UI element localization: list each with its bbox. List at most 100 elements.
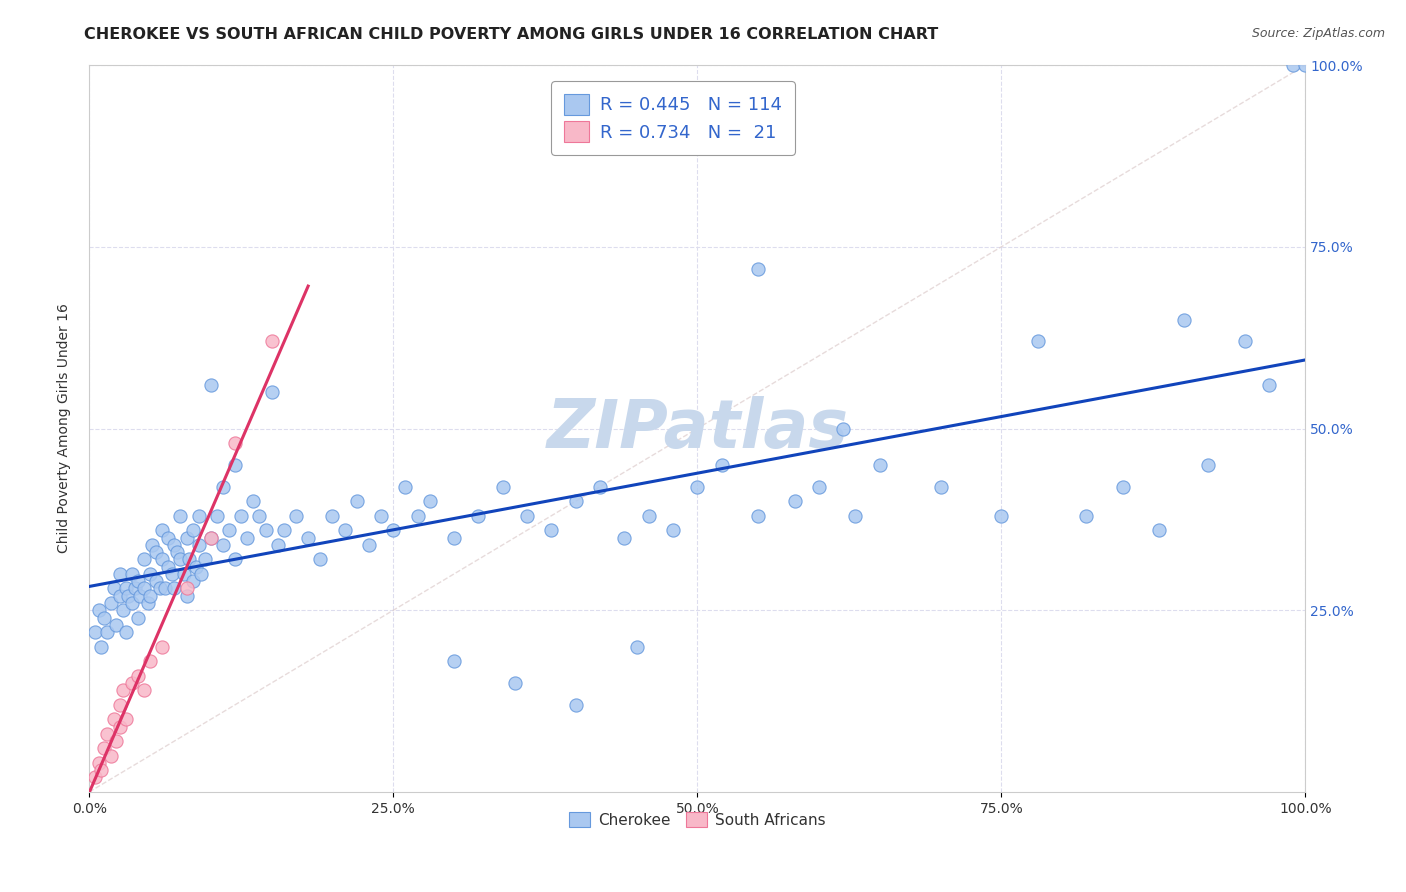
Point	[1197, 458, 1219, 472]
Point	[200, 531, 222, 545]
Point	[333, 523, 356, 537]
Point	[181, 574, 204, 589]
Point	[114, 625, 136, 640]
Point	[112, 683, 135, 698]
Point	[145, 574, 167, 589]
Point	[1076, 508, 1098, 523]
Point	[929, 480, 952, 494]
Text: Source: ZipAtlas.com: Source: ZipAtlas.com	[1251, 27, 1385, 40]
Point	[394, 480, 416, 494]
Point	[869, 458, 891, 472]
Point	[84, 625, 107, 640]
Point	[187, 538, 209, 552]
Point	[1112, 480, 1135, 494]
Point	[406, 508, 429, 523]
Point	[93, 610, 115, 624]
Point	[249, 508, 271, 523]
Point	[114, 582, 136, 596]
Point	[309, 552, 332, 566]
Point	[150, 523, 173, 537]
Point	[124, 582, 146, 596]
Point	[443, 531, 465, 545]
Point	[190, 566, 212, 581]
Point	[187, 508, 209, 523]
Point	[114, 712, 136, 726]
Point	[1026, 334, 1049, 349]
Point	[163, 538, 186, 552]
Point	[150, 552, 173, 566]
Point	[564, 698, 586, 712]
Point	[236, 531, 259, 545]
Point	[112, 603, 135, 617]
Point	[370, 508, 392, 523]
Point	[132, 683, 155, 698]
Point	[129, 589, 152, 603]
Point	[166, 545, 188, 559]
Point	[139, 589, 162, 603]
Point	[150, 640, 173, 654]
Text: CHEROKEE VS SOUTH AFRICAN CHILD POVERTY AMONG GIRLS UNDER 16 CORRELATION CHART: CHEROKEE VS SOUTH AFRICAN CHILD POVERTY …	[84, 27, 939, 42]
Point	[467, 508, 489, 523]
Point	[103, 582, 125, 596]
Point	[127, 668, 149, 682]
Point	[157, 531, 180, 545]
Point	[96, 727, 118, 741]
Point	[1173, 312, 1195, 326]
Point	[540, 523, 562, 537]
Point	[1257, 378, 1279, 392]
Point	[637, 508, 659, 523]
Point	[157, 559, 180, 574]
Point	[176, 589, 198, 603]
Point	[176, 582, 198, 596]
Point	[747, 261, 769, 276]
Point	[662, 523, 685, 537]
Y-axis label: Child Poverty Among Girls Under 16: Child Poverty Among Girls Under 16	[58, 303, 72, 553]
Point	[613, 531, 636, 545]
Point	[149, 582, 172, 596]
Point	[160, 566, 183, 581]
Point	[136, 596, 159, 610]
Point	[90, 640, 112, 654]
Point	[103, 712, 125, 726]
Point	[832, 421, 855, 435]
Point	[260, 385, 283, 400]
Point	[1149, 523, 1171, 537]
Point	[990, 508, 1012, 523]
Point	[169, 508, 191, 523]
Point	[443, 654, 465, 668]
Point	[177, 552, 200, 566]
Point	[492, 480, 515, 494]
Point	[139, 654, 162, 668]
Point	[141, 538, 163, 552]
Point	[104, 734, 127, 748]
Point	[121, 566, 143, 581]
Point	[121, 676, 143, 690]
Point	[783, 494, 806, 508]
Point	[108, 720, 131, 734]
Point	[108, 566, 131, 581]
Point	[516, 508, 538, 523]
Point	[96, 625, 118, 640]
Point	[626, 640, 648, 654]
Point	[267, 538, 290, 552]
Point	[108, 698, 131, 712]
Legend: Cherokee, South Africans: Cherokee, South Africans	[561, 804, 834, 835]
Point	[132, 552, 155, 566]
Point	[224, 436, 246, 450]
Point	[589, 480, 612, 494]
Point	[104, 617, 127, 632]
Point	[121, 596, 143, 610]
Point	[564, 494, 586, 508]
Point	[231, 508, 253, 523]
Point	[186, 559, 208, 574]
Point	[212, 480, 235, 494]
Point	[710, 458, 733, 472]
Point	[100, 596, 122, 610]
Point	[503, 676, 526, 690]
Point	[153, 582, 176, 596]
Point	[242, 494, 264, 508]
Point	[321, 508, 343, 523]
Point	[194, 552, 217, 566]
Point	[181, 523, 204, 537]
Point	[84, 771, 107, 785]
